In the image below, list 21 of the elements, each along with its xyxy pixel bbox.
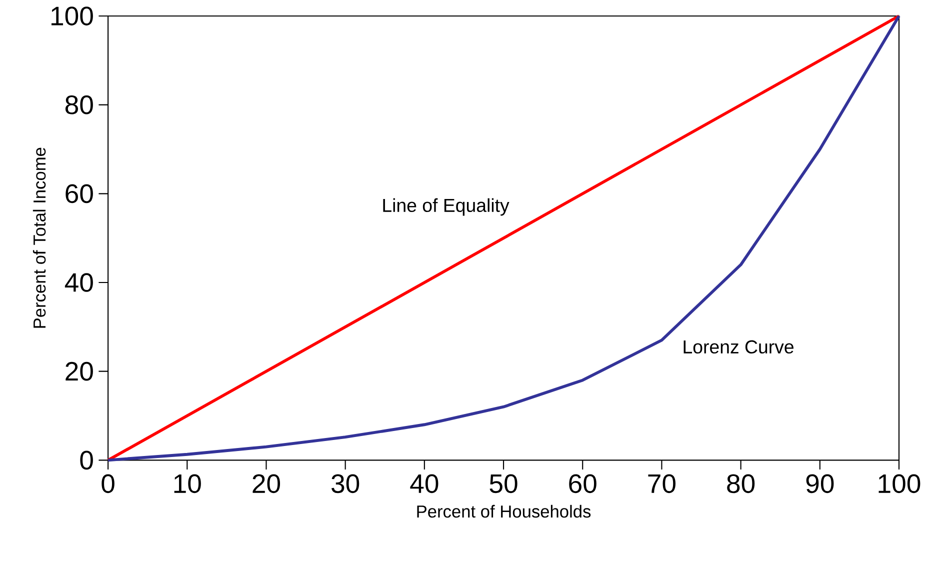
y-tick-label: 60 [66,184,93,204]
y-tick-label: 40 [64,273,93,292]
x-axis-title: Percent of Households [417,505,591,518]
x-tick-label: 100 [878,474,920,494]
y-tick-label: 80 [65,96,93,115]
x-tick-label: 60 [569,474,596,494]
y-tick-label: 20 [66,362,93,381]
x-tick-label: 20 [252,474,280,494]
y-tick-label: 0 [80,450,93,470]
y-axis-title: Percent of Total Income [32,148,46,328]
y-tick-label: 100 [52,6,93,26]
x-tick-label: 50 [490,474,518,494]
series-label: Lorenz Curve [684,340,794,354]
x-tick-label: 10 [174,474,201,494]
x-tick-label: 40 [410,474,438,494]
x-tick-label: 90 [806,474,834,494]
x-tick-label: 70 [648,474,676,494]
series-label: Line of Equality [383,198,510,216]
x-tick-label: 0 [102,474,114,494]
x-tick-label: 80 [727,474,755,494]
x-tick-label: 30 [332,474,360,494]
